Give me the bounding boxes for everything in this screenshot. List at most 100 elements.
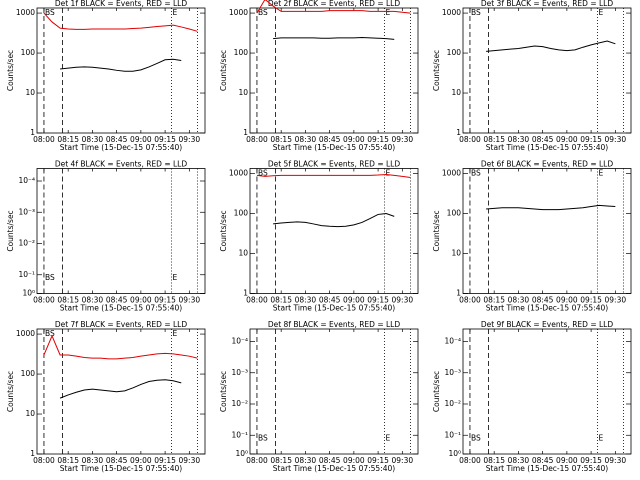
- y-tick-label: 10⁰: [448, 449, 461, 458]
- x-tick-label: 08:30: [508, 135, 530, 144]
- panel: Det 7f BLACK = Events, RED = LLD Start Ti…: [6, 320, 206, 473]
- y-tick-label: 1: [456, 289, 461, 298]
- annotation: BS: [471, 8, 481, 17]
- x-tick-label: 08:30: [82, 296, 104, 305]
- x-tick-label: 08:00: [459, 135, 481, 144]
- plot-frame: [462, 328, 632, 455]
- annotation: BS: [45, 273, 55, 282]
- x-axis-label: Start Time (15-Dec-15 07:55:40): [60, 464, 182, 473]
- y-tick-label: 10⁻⁴: [231, 337, 248, 346]
- annotation: E: [173, 329, 178, 338]
- x-tick-label: 08:45: [106, 135, 128, 144]
- y-axis-label: Counts/sec: [6, 371, 15, 412]
- annotation: BS: [45, 8, 55, 17]
- data-line: [60, 58, 182, 72]
- y-tick-label: 10: [238, 249, 248, 258]
- x-tick-label: 08:30: [82, 456, 104, 465]
- x-axis-label: Start Time (15-Dec-15 07:55:40): [486, 464, 608, 473]
- y-tick-label: 10: [451, 88, 461, 97]
- x-tick-label: 09:15: [367, 296, 389, 305]
- chart-title: Det 5f BLACK = Events, RED = LLD: [268, 160, 401, 169]
- annotation: E: [599, 169, 604, 178]
- chart-title: Det 4f BLACK = Events, RED = LLD: [55, 160, 188, 169]
- x-tick-label: 09:15: [367, 456, 389, 465]
- y-tick-label: 10⁰: [22, 289, 35, 298]
- y-tick-label: 100: [234, 209, 249, 218]
- x-tick-label: 09:00: [343, 296, 365, 305]
- annotation: E: [386, 8, 391, 17]
- plot-frame: [36, 7, 206, 134]
- x-axis-label: Start Time (15-Dec-15 07:55:40): [273, 464, 395, 473]
- x-tick-label: 08:45: [106, 296, 128, 305]
- x-axis-label: Start Time (15-Dec-15 07:55:40): [486, 304, 608, 313]
- annotation: E: [599, 8, 604, 17]
- chart-title: Det 7f BLACK = Events, RED = LLD: [55, 320, 188, 329]
- y-tick-label: 100: [21, 369, 36, 378]
- plot-frame: [249, 168, 419, 294]
- y-tick-label: 1: [243, 289, 248, 298]
- chart-title: Det 8f BLACK = Events, RED = LLD: [268, 320, 401, 329]
- y-axis-label: Counts/sec: [6, 50, 15, 91]
- x-axis-label: Start Time (15-Dec-15 07:55:40): [60, 143, 182, 152]
- x-tick-label: 09:00: [130, 135, 152, 144]
- panel: Det 8f BLACK = Events, RED = LLD Start Ti…: [219, 320, 419, 473]
- y-tick-label: 10⁻³: [18, 207, 35, 216]
- x-tick-label: 08:15: [57, 296, 79, 305]
- y-axis-label: Counts/sec: [219, 50, 228, 91]
- x-tick-label: 09:30: [605, 456, 627, 465]
- x-tick-label: 08:15: [57, 456, 79, 465]
- x-tick-label: 09:30: [605, 135, 627, 144]
- data-line: [43, 334, 198, 360]
- y-axis-label: Counts/sec: [219, 210, 228, 251]
- plot-frame: [462, 7, 632, 134]
- x-tick-label: 08:45: [319, 296, 341, 305]
- x-tick-label: 09:00: [556, 296, 578, 305]
- y-tick-label: 10⁻³: [231, 368, 248, 377]
- chart-title: Det 2f BLACK = Events, RED = LLD: [268, 0, 401, 8]
- y-tick-label: 1: [456, 128, 461, 137]
- y-axis-label: Counts/sec: [219, 371, 228, 412]
- plot-frame: [36, 168, 206, 294]
- data-line: [43, 12, 198, 32]
- y-tick-label: 10⁻¹: [444, 430, 461, 439]
- data-line: [256, 173, 411, 178]
- x-tick-label: 08:15: [483, 296, 505, 305]
- annotation: BS: [45, 329, 55, 338]
- x-tick-label: 08:00: [459, 296, 481, 305]
- x-tick-label: 08:15: [270, 135, 292, 144]
- x-tick-label: 08:00: [33, 456, 55, 465]
- x-tick-label: 08:15: [483, 456, 505, 465]
- plot-frame: [462, 168, 632, 294]
- y-tick-label: 1000: [442, 169, 461, 178]
- y-axis-label: Counts/sec: [432, 50, 441, 91]
- x-tick-label: 08:30: [82, 135, 104, 144]
- chart-title: Det 3f BLACK = Events, RED = LLD: [481, 0, 614, 8]
- y-tick-label: 10⁻³: [444, 368, 461, 377]
- y-tick-label: 1000: [229, 8, 248, 17]
- annotation: E: [173, 273, 178, 282]
- x-tick-label: 09:15: [154, 296, 176, 305]
- x-tick-label: 08:45: [532, 456, 554, 465]
- annotation: E: [173, 8, 178, 17]
- annotation: BS: [258, 433, 268, 442]
- annotation: BS: [471, 433, 481, 442]
- x-tick-label: 09:15: [154, 456, 176, 465]
- y-tick-label: 100: [447, 48, 462, 57]
- x-tick-label: 08:30: [508, 456, 530, 465]
- x-tick-label: 09:30: [179, 456, 201, 465]
- y-tick-label: 1: [30, 128, 35, 137]
- y-tick-label: 1: [30, 449, 35, 458]
- annotation: BS: [258, 169, 268, 178]
- data-line: [273, 36, 395, 40]
- x-tick-label: 09:15: [154, 135, 176, 144]
- y-tick-label: 10⁻²: [444, 399, 461, 408]
- x-tick-label: 08:30: [295, 456, 317, 465]
- x-tick-label: 09:00: [556, 456, 578, 465]
- x-tick-label: 09:30: [392, 296, 414, 305]
- panel: Det 2f BLACK = Events, RED = LLD Start Ti…: [219, 0, 419, 152]
- x-tick-label: 08:45: [106, 456, 128, 465]
- panel: Det 4f BLACK = Events, RED = LLD Start Ti…: [6, 160, 206, 313]
- data-line: [273, 213, 395, 228]
- x-tick-label: 08:00: [33, 296, 55, 305]
- y-tick-label: 10⁻¹: [231, 430, 248, 439]
